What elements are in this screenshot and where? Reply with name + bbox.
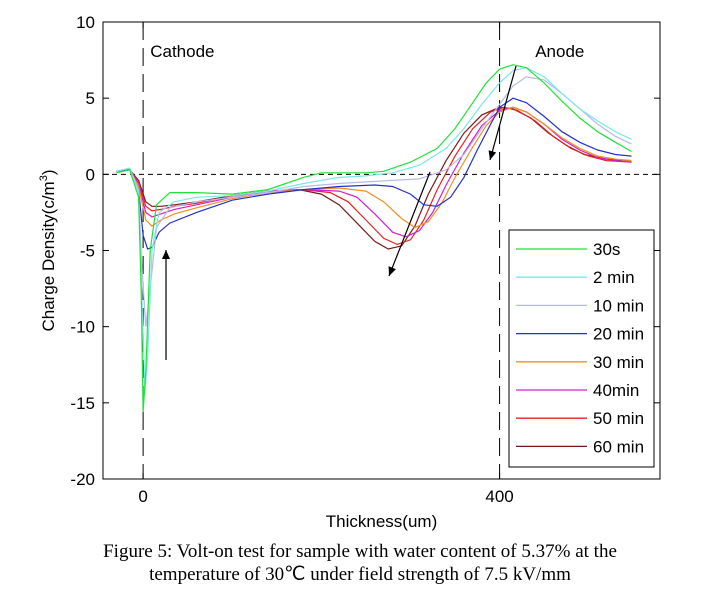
y-tick-label: -10 [70, 318, 95, 337]
x-axis-label: Thickness(um) [326, 512, 437, 531]
series-line-30-min [116, 106, 632, 229]
annotation-anode: Anode [535, 42, 584, 61]
y-tick-label: 10 [76, 13, 95, 32]
legend-label: 10 min [593, 296, 644, 315]
legend-label: 2 min [593, 268, 635, 287]
legend-label: 20 min [593, 325, 644, 344]
x-tick-label: 0 [138, 487, 147, 506]
y-tick-label: -15 [70, 394, 95, 413]
arrow-middle-down [388, 171, 431, 277]
y-axis-label-close: ) [39, 169, 58, 175]
figure-caption: Figure 5: Volt-on test for sample with w… [0, 540, 720, 586]
series-line-2-min [116, 67, 632, 391]
arrow-anode-down [488, 65, 517, 161]
y-tick-label: 5 [86, 89, 95, 108]
y-tick-label: -20 [70, 470, 95, 489]
y-tick-label: -5 [80, 242, 95, 261]
y-axis-label: Charge Density(c/m3) [38, 169, 58, 331]
legend-label: 30s [593, 240, 620, 259]
legend-label: 50 min [593, 409, 644, 428]
y-axis-label-sup: 3 [38, 175, 50, 181]
legend-label: 40min [593, 381, 639, 400]
legend-box [508, 229, 655, 468]
caption-line-1: Figure 5: Volt-on test for sample with w… [103, 541, 617, 562]
annotation-cathode: Cathode [150, 42, 214, 61]
y-axis-label-main: Charge Density(c/m [39, 181, 58, 331]
y-tick-label: 0 [86, 165, 95, 184]
chart: 10 5 0 -5 -10 -15 -20 0 400 Thickness(um) Charge D… [38, 13, 661, 531]
legend-label: 60 min [593, 437, 644, 456]
caption-line-2: temperature of 30℃ under field strength … [149, 564, 571, 585]
legend-label: 30 min [593, 353, 644, 372]
x-tick-label: 400 [485, 487, 513, 506]
series-line-30s [116, 64, 632, 413]
series-line-20-min [116, 97, 632, 250]
legend: 30s 2 min 10 min 20 min 30 min 40min 50 min 60 … [508, 229, 655, 468]
series-line-50-min [116, 106, 632, 246]
